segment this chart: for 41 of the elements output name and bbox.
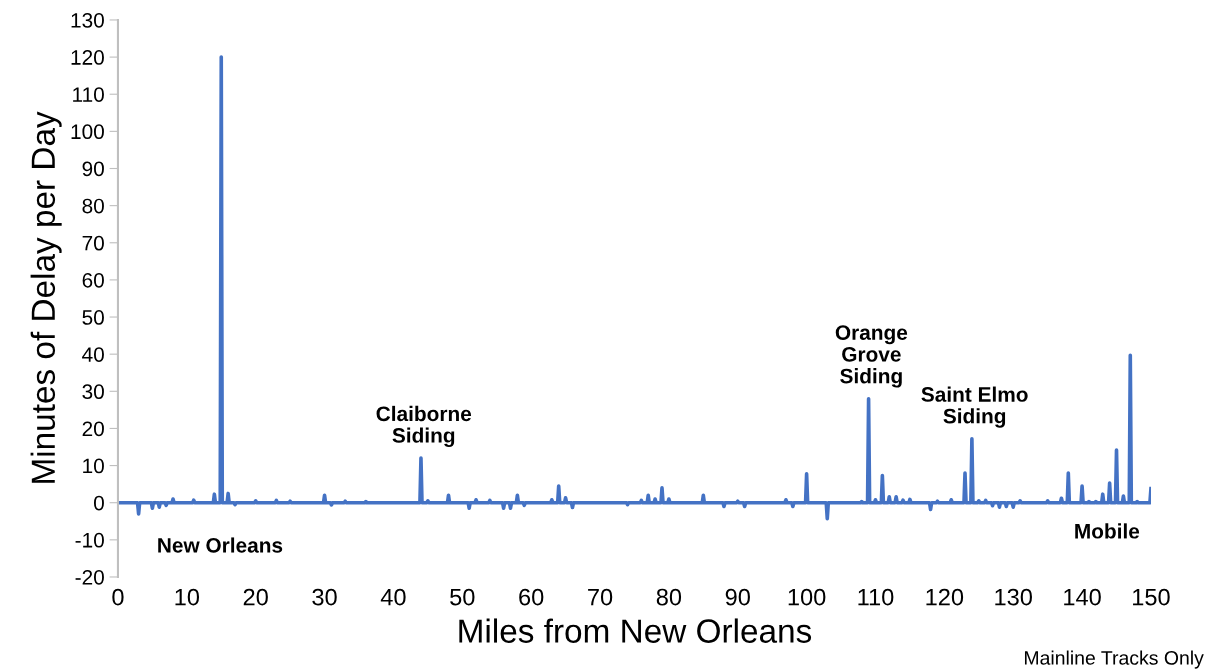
x-tick-label: 40 bbox=[380, 588, 406, 606]
y-tick-label: 90 bbox=[82, 161, 104, 177]
x-tick-label: 80 bbox=[656, 588, 682, 606]
annotation: Claiborne Siding bbox=[376, 405, 472, 448]
x-tick-label: 60 bbox=[519, 588, 544, 606]
y-tick-label: 80 bbox=[82, 198, 104, 214]
y-tick-label: 10 bbox=[83, 458, 104, 474]
x-tick-label: 140 bbox=[1064, 588, 1101, 606]
x-tick-label: 100 bbox=[788, 588, 826, 606]
line-series bbox=[117, 55, 1151, 521]
y-tick-label: 130 bbox=[71, 12, 104, 28]
text: Mainline Tracks Only bbox=[1024, 650, 1204, 669]
x-tick-label: 130 bbox=[995, 588, 1032, 606]
x-tick-label: 90 bbox=[725, 588, 750, 606]
x-tick-label: 110 bbox=[858, 588, 894, 606]
y-tick-label: -20 bbox=[75, 569, 104, 585]
y-tick-label: 120 bbox=[71, 50, 104, 65]
annotation: Orange Grove Siding bbox=[835, 325, 908, 388]
y-tick-label: 110 bbox=[73, 87, 104, 102]
x-tick-label: 70 bbox=[588, 588, 613, 606]
annotation: Saint Elmo Siding bbox=[921, 386, 1028, 428]
x-axis-title: Miles from New Orleans bbox=[459, 618, 812, 643]
annotation: New Orleans bbox=[158, 537, 283, 553]
y-tick-label: 0 bbox=[93, 495, 104, 511]
x-tick-label: 30 bbox=[312, 588, 337, 606]
x-tick-label: 150 bbox=[1133, 588, 1170, 606]
x-tick-label: 0 bbox=[112, 588, 124, 606]
y-tick-label: 60 bbox=[82, 272, 104, 288]
y-tick-label: 70 bbox=[82, 235, 104, 251]
annotation: Mobile bbox=[1075, 523, 1140, 539]
y-tick-label: 50 bbox=[82, 310, 104, 325]
y-axis-title: Minutes of Delay per Day bbox=[30, 111, 62, 483]
x-tick-label: 20 bbox=[243, 588, 268, 606]
x-tick-label: 10 bbox=[175, 588, 200, 606]
y-tick-label: 100 bbox=[71, 124, 104, 140]
y-tick-label: 20 bbox=[82, 421, 104, 437]
x-tick-label: 50 bbox=[450, 588, 475, 606]
x-tick-label: 120 bbox=[926, 588, 964, 606]
y-tick-label: -10 bbox=[75, 532, 104, 548]
y-tick-label: 40 bbox=[82, 347, 104, 362]
y-tick-label: 30 bbox=[82, 384, 104, 400]
